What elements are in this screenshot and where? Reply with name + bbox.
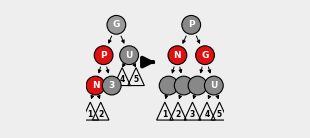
Text: 3: 3: [190, 110, 195, 119]
Text: 4: 4: [204, 110, 210, 119]
Circle shape: [196, 46, 215, 65]
Circle shape: [94, 46, 113, 65]
Circle shape: [120, 46, 139, 65]
Text: U: U: [210, 81, 218, 90]
Text: U: U: [126, 51, 133, 60]
Circle shape: [102, 76, 121, 95]
Text: 1: 1: [162, 110, 167, 119]
Circle shape: [174, 76, 193, 95]
Circle shape: [86, 76, 105, 95]
Circle shape: [205, 76, 223, 95]
Circle shape: [159, 76, 178, 95]
Text: 3: 3: [108, 81, 115, 90]
Text: 4: 4: [120, 75, 125, 84]
Text: 2: 2: [98, 110, 103, 119]
Text: N: N: [92, 81, 99, 90]
Text: P: P: [100, 51, 107, 60]
Circle shape: [107, 15, 126, 34]
Circle shape: [168, 46, 187, 65]
Text: G: G: [202, 51, 209, 60]
Circle shape: [182, 15, 201, 34]
Text: P: P: [188, 20, 195, 29]
Text: G: G: [113, 20, 120, 29]
Circle shape: [188, 76, 207, 95]
Text: 5: 5: [217, 110, 222, 119]
Text: N: N: [174, 51, 181, 60]
Text: 1: 1: [88, 110, 93, 119]
Text: 5: 5: [134, 75, 139, 84]
Text: 2: 2: [175, 110, 181, 119]
